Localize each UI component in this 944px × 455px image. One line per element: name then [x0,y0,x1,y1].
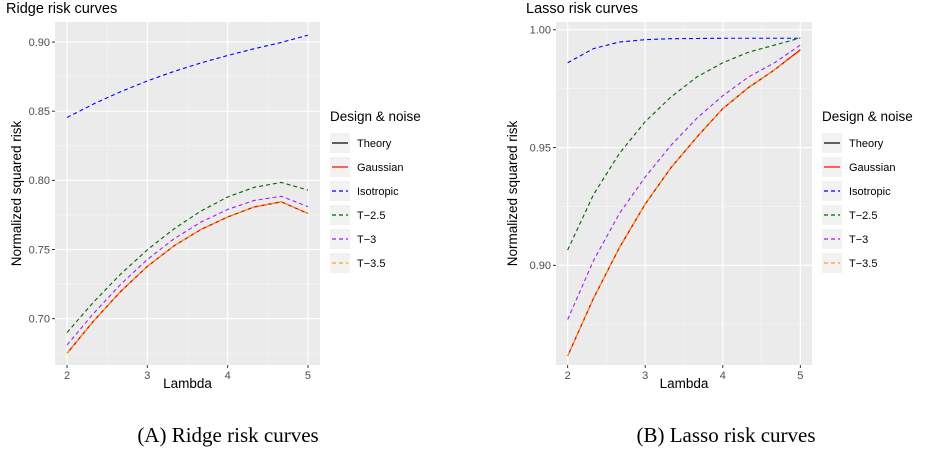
ridge-x-tick-label: 2 [64,370,70,382]
lasso-legend-label: T−3 [849,234,868,246]
ridge-gridlines [55,22,320,365]
ridge-series-isotropic [66,34,309,118]
lasso-series-lines [567,37,801,357]
lasso-y-axis-label: Normalized squared risk [505,120,520,266]
lasso-y-tick-label: 0.95 [530,142,551,154]
caption-b: (B) Lasso risk curves [636,423,815,447]
lasso-series-t-3 [567,44,801,320]
lasso-legend-label: T−3.5 [849,258,877,270]
ridge-series-lines [66,34,309,354]
ridge-x-tick-label: 3 [144,370,150,382]
lasso-x-axis-label: Lambda [660,376,709,391]
ridge-y-axis-label: Normalized squared risk [9,120,24,266]
lasso-panel: Lasso risk curves 2 3 4 5 0.90 0.95 1.00 Lambd… [505,1,913,391]
lasso-x-tick-label: 2 [565,370,571,382]
ridge-y-tick-label: 0.85 [29,106,50,118]
lasso-x-tick-label: 3 [642,370,648,382]
ridge-series-t-3 [66,195,309,346]
lasso-series-t-2-5 [567,37,801,251]
ridge-series-t-3-5 [66,201,309,354]
ridge-series-t-2-5 [66,181,309,333]
lasso-legend-label: Isotropic [849,186,891,198]
ridge-legend-label: T−2.5 [357,210,385,222]
ridge-title: Ridge risk curves [6,1,117,17]
lasso-tick-labels: 2 3 4 5 0.90 0.95 1.00 [530,25,804,382]
lasso-y-tick-label: 1.00 [530,25,551,37]
ridge-legend-label: Theory [357,138,392,150]
ridge-y-tick-label: 0.90 [29,37,50,49]
ridge-x-axis-label: Lambda [163,376,212,391]
ridge-x-tick-label: 4 [225,370,231,382]
ridge-legend: Theory Gaussian Isotropic T−2.5 T−3 T−3.5 [330,133,403,273]
ridge-legend-label: Isotropic [357,186,399,198]
ridge-y-tick-label: 0.75 [29,244,50,256]
lasso-title: Lasso risk curves [526,1,638,17]
lasso-y-tick-label: 0.90 [530,260,551,272]
lasso-legend: Theory Gaussian Isotropic T−2.5 T−3 T−3.5 [822,133,895,273]
lasso-x-tick-label: 4 [720,370,726,382]
lasso-series-t-3-5 [567,50,801,357]
ridge-legend-label: T−3 [357,234,376,246]
lasso-x-tick-label: 5 [797,370,803,382]
lasso-series-isotropic [567,37,801,64]
ridge-legend-title: Design & noise [330,109,421,124]
caption-a: (A) Ridge risk curves [137,423,318,447]
lasso-legend-label: Theory [849,138,884,150]
lasso-legend-label: T−2.5 [849,210,877,222]
lasso-legend-title: Design & noise [822,109,913,124]
ridge-legend-label: Gaussian [357,162,403,174]
ridge-x-tick-label: 5 [305,370,311,382]
ridge-y-tick-label: 0.80 [29,175,50,187]
lasso-gridlines [556,22,812,365]
ridge-tick-labels: 2 3 4 5 0.70 0.75 0.80 0.85 0.90 [29,37,311,382]
ridge-y-tick-label: 0.70 [29,313,50,325]
ridge-legend-label: T−3.5 [357,258,385,270]
lasso-legend-label: Gaussian [849,162,895,174]
ridge-panel: Ridge risk curves 2 3 4 5 0.70 0.75 0.80 0.85 0.… [6,1,421,391]
